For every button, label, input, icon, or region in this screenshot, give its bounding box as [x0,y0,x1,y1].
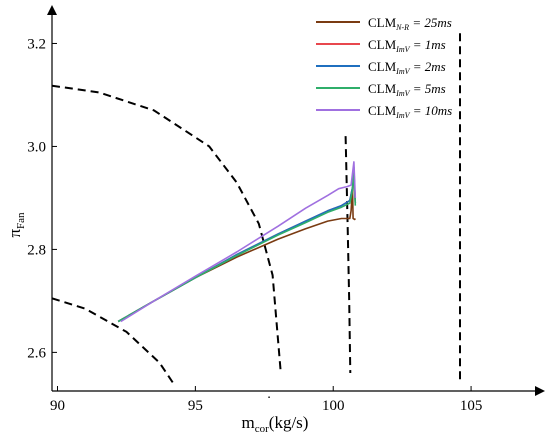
y-tick-label: 3.2 [27,36,46,52]
series-lines [117,161,357,323]
legend-label: CLMImV = 10ms [368,103,452,120]
x-tick-label: 100 [322,398,345,414]
series-line-4 [117,166,357,323]
series-line-2 [117,176,357,323]
dashed-line-3 [344,136,352,374]
y-tick-label: 2.6 [27,345,46,361]
x-axis-label: mcor(kg/s) [242,413,309,435]
series-line-3 [117,171,357,323]
x-axis-label-dot: ˙ [266,394,271,411]
dashed-line-2 [52,84,282,374]
x-tick-label: 95 [188,398,203,414]
ticks: 90 95 100 105 2.6 2.8 3.0 3.2 [27,36,482,414]
x-tick-label: 105 [460,398,483,414]
legend-label: CLMN-R = 25ms [368,15,452,32]
y-tick-label: 3.0 [27,139,46,155]
dashed-line-1 [52,297,175,384]
series-line-5 [120,161,357,323]
legend: CLMN-R = 25ms CLMImV = 1ms CLMImV = 2ms CLM… [316,15,452,120]
legend-label: CLMImV = 2ms [368,59,446,76]
y-tick-label: 2.8 [27,242,46,258]
legend-label: CLMImV = 5ms [368,81,446,98]
legend-label: CLMImV = 1ms [368,37,446,54]
dashed-lines [52,33,461,384]
y-axis-label: πFan [5,212,27,238]
x-tick-label: 90 [50,398,65,414]
